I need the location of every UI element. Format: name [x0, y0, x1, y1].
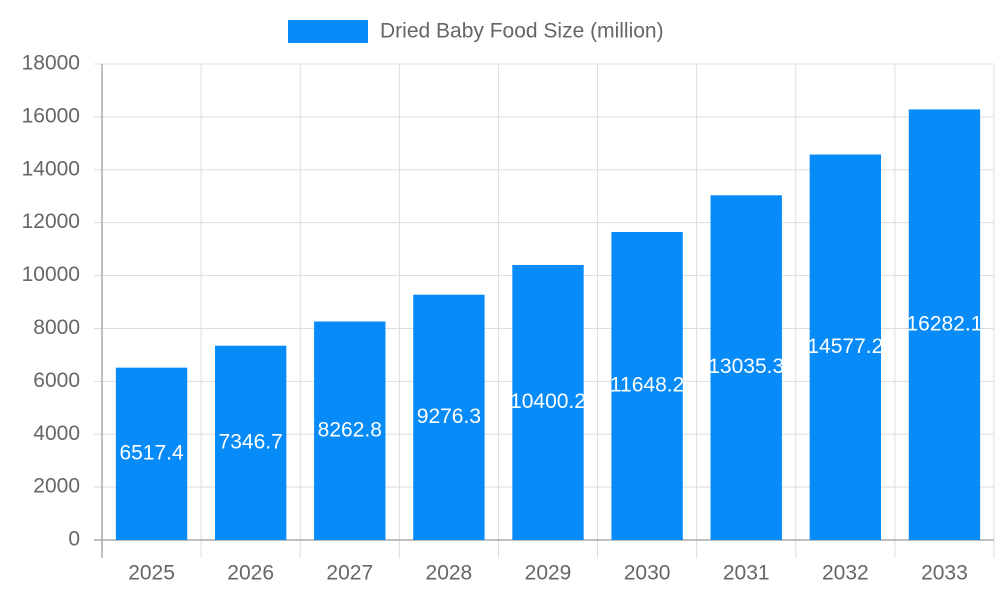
data-label: 7346.7	[219, 430, 283, 453]
y-tick-label: 16000	[22, 104, 80, 127]
x-tick-label: 2033	[921, 562, 968, 585]
y-tick-label: 18000	[22, 52, 80, 75]
x-tick-label: 2031	[723, 562, 770, 585]
data-label: 13035.3	[708, 355, 784, 378]
y-tick-label: 6000	[33, 369, 80, 392]
bar	[115, 367, 188, 540]
y-tick-label: 4000	[33, 422, 80, 445]
x-tick-label: 2027	[326, 562, 373, 585]
x-tick-label: 2032	[822, 562, 869, 585]
bar	[710, 195, 782, 540]
data-label: 10400.2	[510, 390, 586, 413]
y-tick-label: 8000	[33, 316, 80, 339]
bar	[512, 264, 584, 540]
bar	[809, 154, 882, 540]
bar	[314, 321, 386, 540]
y-tick-label: 10000	[22, 263, 80, 286]
x-tick-label: 2025	[128, 562, 175, 585]
bar	[611, 231, 683, 540]
y-tick-label: 14000	[22, 157, 80, 180]
data-label: 8262.8	[318, 418, 382, 441]
bar	[214, 345, 287, 540]
data-label: 11648.2	[610, 374, 684, 397]
x-tick-label: 2029	[525, 562, 572, 585]
y-tick-label: 0	[68, 528, 80, 551]
y-tick-label: 2000	[33, 475, 80, 498]
bar	[413, 294, 485, 540]
x-tick-label: 2026	[227, 562, 274, 585]
legend-label: Dried Baby Food Size (million)	[380, 20, 664, 43]
data-label: 6517.4	[119, 441, 184, 464]
data-label: 14577.2	[807, 335, 883, 358]
x-tick-label: 2028	[426, 562, 473, 585]
bar	[908, 109, 981, 541]
data-label: 16282.1	[906, 312, 982, 335]
x-tick-label: 2030	[624, 562, 671, 585]
y-tick-label: 12000	[22, 210, 80, 233]
legend-swatch	[288, 20, 368, 43]
data-label: 9276.3	[417, 405, 481, 428]
